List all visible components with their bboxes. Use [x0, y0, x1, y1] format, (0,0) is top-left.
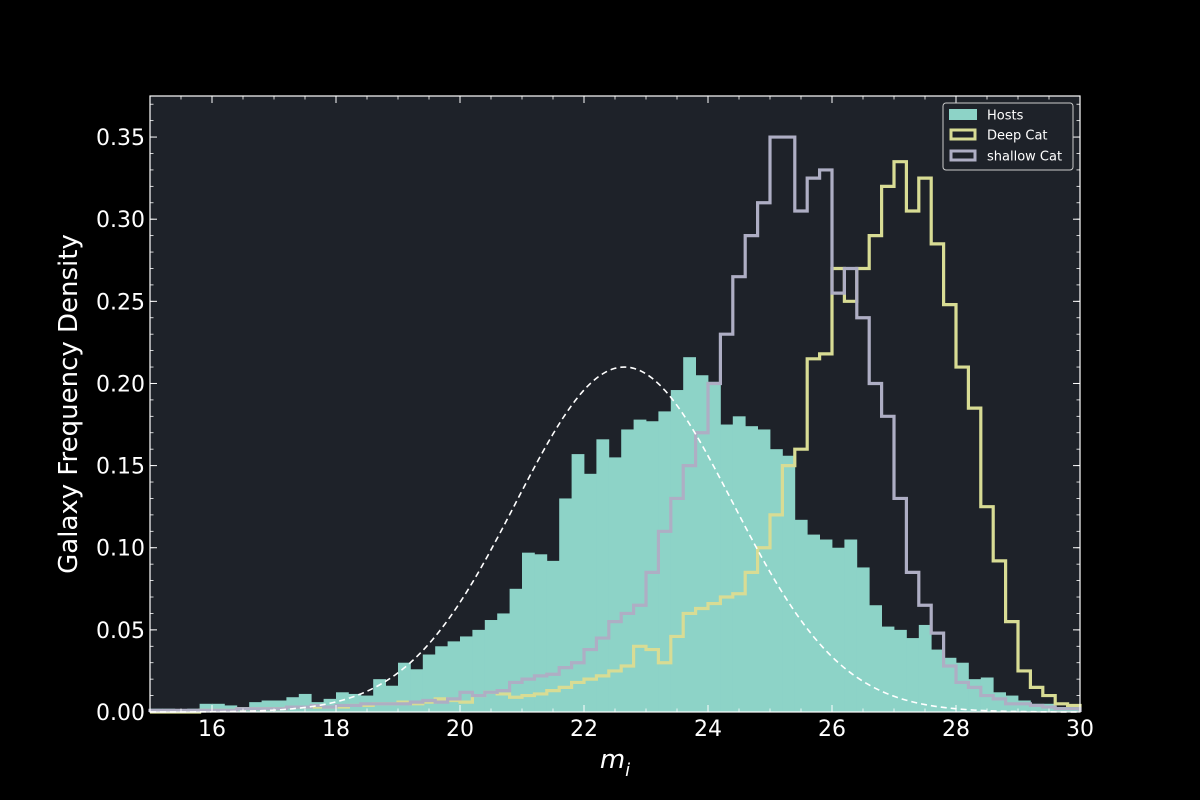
hosts-bar: [509, 588, 523, 712]
hosts-bar: [608, 457, 622, 712]
hosts-bar: [943, 657, 957, 712]
hosts-bar: [336, 692, 349, 712]
hosts-bar: [621, 429, 634, 712]
y-tick-label: 0.25: [96, 290, 145, 315]
hosts-bar: [534, 554, 548, 712]
hosts-bar: [199, 703, 213, 712]
hosts-bar: [497, 613, 510, 712]
hosts-bar: [522, 552, 535, 712]
x-tick-label: 26: [818, 717, 846, 742]
y-tick-label: 0.20: [96, 372, 145, 397]
legend-label-shallow: shallow Cat: [987, 150, 1062, 165]
hosts-bar: [633, 419, 647, 712]
hosts-bar: [819, 539, 833, 712]
hosts-bar: [670, 390, 684, 712]
hosts-bar: [894, 629, 907, 712]
y-tick-label: 0.30: [96, 208, 145, 233]
legend-swatch-shallow: [949, 149, 977, 162]
hosts-bar: [584, 473, 597, 712]
x-axis-label-main: m: [600, 745, 625, 775]
gaussian-fit-curve: [149, 366, 1081, 713]
x-tick-label: 30: [1066, 717, 1094, 742]
hosts-bar: [993, 692, 1006, 712]
hosts-bar: [931, 649, 944, 712]
hosts-bar: [869, 605, 882, 712]
hosts-bar: [1018, 700, 1031, 712]
x-tick-label: 22: [570, 717, 598, 742]
hosts-bar: [274, 700, 287, 712]
axis-ticks: 16 18 20 22 24 26 28 30 0.00 0.05 0.10 0.15 0.20 0.25…: [96, 96, 1094, 742]
legend-swatch-deep: [949, 128, 977, 141]
y-axis-label: Galaxy Frequency Density: [54, 234, 84, 574]
hosts-bar: [708, 381, 721, 712]
x-tick-label: 16: [198, 717, 226, 742]
legend-swatch-hosts: [949, 109, 977, 120]
x-tick-label: 24: [694, 717, 722, 742]
legend-label-hosts: Hosts: [987, 109, 1024, 124]
hosts-bar: [212, 703, 225, 712]
hosts-bar: [906, 638, 920, 712]
hosts-bar: [447, 641, 461, 712]
hosts-bar: [249, 702, 262, 712]
legend: Hosts Deep Cat shallow Cat: [942, 102, 1074, 171]
hosts-bar: [422, 654, 436, 712]
hosts-bar: [757, 429, 771, 712]
shallow-cat-step-line: [148, 135, 1082, 712]
hosts-bar: [646, 421, 659, 712]
y-tick-label: 0.00: [96, 701, 145, 726]
y-tick-label: 0.10: [96, 537, 145, 562]
x-tick-label: 28: [942, 717, 970, 742]
x-tick-label: 18: [322, 717, 350, 742]
hosts-bar: [782, 455, 796, 712]
hosts-bar: [856, 567, 870, 712]
y-tick-label: 0.35: [96, 126, 145, 151]
hosts-bar: [410, 669, 424, 712]
hosts-bar: [472, 629, 486, 712]
y-tick-label: 0.15: [96, 455, 145, 480]
hosts-bar: [348, 693, 362, 712]
hosts-bar: [596, 439, 610, 712]
hosts-bar: [658, 411, 672, 712]
hosts-bar: [695, 375, 709, 712]
legend-label-deep: Deep Cat: [987, 129, 1048, 144]
hosts-bar: [559, 498, 572, 712]
hosts-bar: [844, 539, 858, 712]
hosts-bar: [385, 685, 399, 712]
y-tick-label: 0.05: [96, 619, 145, 644]
hosts-bar: [683, 357, 696, 712]
hosts-bar: [435, 646, 448, 712]
hosts-bar: [261, 700, 275, 712]
hosts-bar: [398, 662, 411, 712]
x-tick-label: 20: [446, 717, 474, 742]
x-axis-label-subscript: i: [625, 760, 630, 781]
hosts-bar: [484, 620, 498, 712]
hosts-histogram: [150, 357, 1081, 712]
hosts-bar: [1030, 703, 1044, 712]
hosts-bar: [732, 416, 746, 712]
hosts-bar: [832, 547, 845, 712]
hosts-bar: [224, 705, 238, 712]
hosts-bar: [956, 662, 969, 712]
step-histograms: [148, 135, 1082, 714]
hosts-bar: [286, 697, 300, 712]
hosts-bar: [881, 626, 895, 712]
hosts-bar: [571, 454, 585, 712]
hosts-bar: [794, 519, 808, 712]
hosts-bar: [918, 624, 932, 712]
hosts-bar: [807, 534, 820, 712]
hosts-bar: [745, 426, 758, 712]
x-axis-label: mi: [600, 745, 630, 781]
hosts-bar: [720, 424, 734, 712]
